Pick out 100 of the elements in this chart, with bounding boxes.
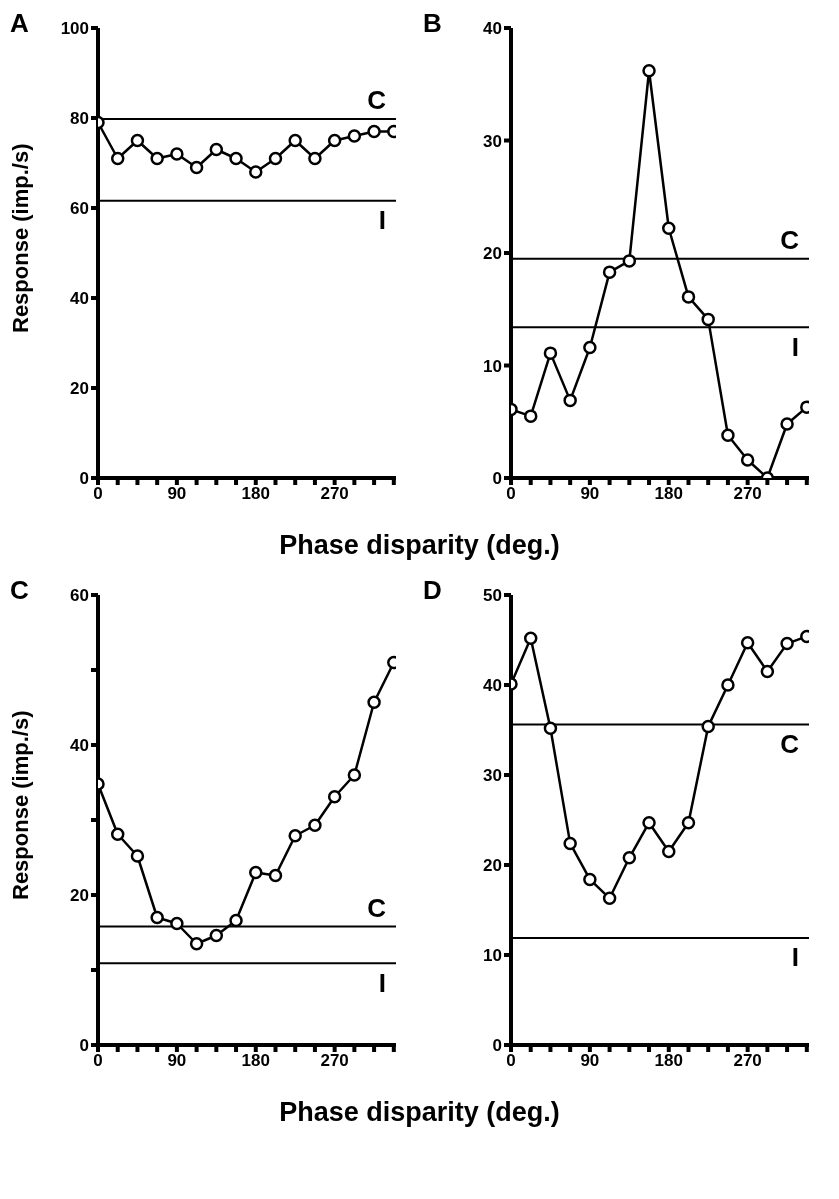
point	[288, 133, 302, 148]
y-tick-label: 0	[492, 469, 502, 489]
point	[229, 151, 243, 166]
point	[249, 865, 263, 880]
x-tick-label: 0	[506, 1051, 516, 1071]
y-tick-label: 0	[79, 469, 89, 489]
point	[268, 868, 283, 883]
y-tick-label: 0	[79, 1036, 89, 1056]
x-tick-label: 270	[733, 484, 762, 504]
y-tick-label: 20	[70, 886, 89, 906]
point	[681, 815, 696, 830]
point	[229, 913, 243, 928]
ref-line-label: I	[791, 942, 799, 973]
ref-line-label: C	[780, 224, 800, 255]
ref-line-label: I	[378, 205, 386, 236]
x-tick-label: 180	[241, 484, 270, 504]
point	[308, 818, 322, 832]
point	[622, 254, 637, 268]
y-tick-label: 10	[483, 946, 502, 966]
point	[642, 815, 656, 830]
x-tick-label: 270	[320, 484, 349, 504]
point	[150, 151, 164, 166]
y-tick-label: 80	[70, 109, 89, 129]
point	[347, 768, 362, 782]
chart-title: D	[423, 575, 442, 606]
y-tick-label: 20	[483, 244, 502, 264]
point	[367, 695, 381, 709]
x-tick-label: 180	[241, 1051, 270, 1071]
chart-title: B	[423, 8, 442, 39]
y-tick-label: 40	[483, 19, 502, 39]
x-tick-label: 90	[580, 484, 600, 504]
y-tick-label: 0	[492, 1036, 502, 1056]
point	[583, 340, 597, 355]
point	[780, 636, 794, 651]
point	[583, 872, 597, 887]
point	[170, 147, 184, 161]
ref-line-label: C	[367, 84, 387, 115]
x-tick-label: 0	[93, 1051, 103, 1071]
point	[249, 165, 263, 179]
point	[308, 151, 322, 166]
point	[701, 312, 715, 327]
y-tick-label: 20	[483, 856, 502, 876]
chart-title: A	[10, 8, 29, 39]
x-tick-label: 0	[506, 484, 516, 504]
x-tick-label: 90	[580, 1051, 600, 1071]
point	[189, 937, 204, 951]
point	[130, 849, 145, 863]
point	[523, 631, 538, 645]
point	[622, 851, 637, 865]
y-tick-label: 20	[70, 379, 89, 399]
y-tick-label: 30	[483, 766, 502, 786]
x-tick-label: 270	[733, 1051, 762, 1071]
point	[523, 409, 538, 423]
x-tick-label: 90	[167, 1051, 187, 1071]
x-axis-title: Phase disparity (deg.)	[278, 530, 561, 561]
point	[110, 151, 125, 166]
point	[209, 928, 224, 943]
point	[170, 916, 184, 931]
y-axis-title: Response (imp./s)	[7, 710, 33, 900]
y-tick-label: 50	[483, 586, 502, 606]
point	[367, 124, 381, 139]
point	[780, 417, 794, 431]
ref-line-label: I	[791, 331, 799, 362]
x-tick-label: 180	[654, 1051, 683, 1071]
point	[602, 891, 617, 906]
point	[563, 836, 577, 851]
x-tick-label: 180	[654, 484, 683, 504]
point	[327, 790, 342, 804]
x-tick-label: 0	[93, 484, 103, 504]
y-axis-title: Response (imp./s)	[7, 143, 33, 333]
ref-line-label: C	[367, 892, 387, 923]
point	[701, 719, 715, 734]
y-tick-label: 30	[483, 131, 502, 151]
point	[268, 151, 283, 166]
x-tick-label: 90	[167, 484, 187, 504]
point	[760, 664, 775, 679]
y-tick-label: 40	[70, 736, 89, 756]
point	[543, 721, 558, 735]
point	[543, 346, 558, 360]
y-tick-label: 10	[483, 356, 502, 376]
x-tick-label: 270	[320, 1051, 349, 1071]
point	[150, 910, 164, 925]
point	[740, 453, 755, 467]
x-axis-title: Phase disparity (deg.)	[278, 1097, 561, 1128]
ref-line-label: I	[378, 967, 386, 998]
point	[347, 129, 362, 143]
point	[740, 635, 755, 650]
point	[189, 160, 204, 175]
y-tick-label: 100	[60, 19, 89, 39]
y-tick-label: 60	[70, 586, 89, 606]
point	[563, 393, 577, 408]
point	[642, 64, 656, 78]
point	[662, 844, 676, 859]
point	[721, 678, 735, 692]
y-tick-label: 40	[483, 676, 502, 696]
point	[110, 827, 125, 841]
y-tick-label: 60	[70, 199, 89, 219]
y-tick-label: 40	[70, 289, 89, 309]
point	[662, 221, 676, 235]
chart-title: C	[10, 575, 29, 606]
